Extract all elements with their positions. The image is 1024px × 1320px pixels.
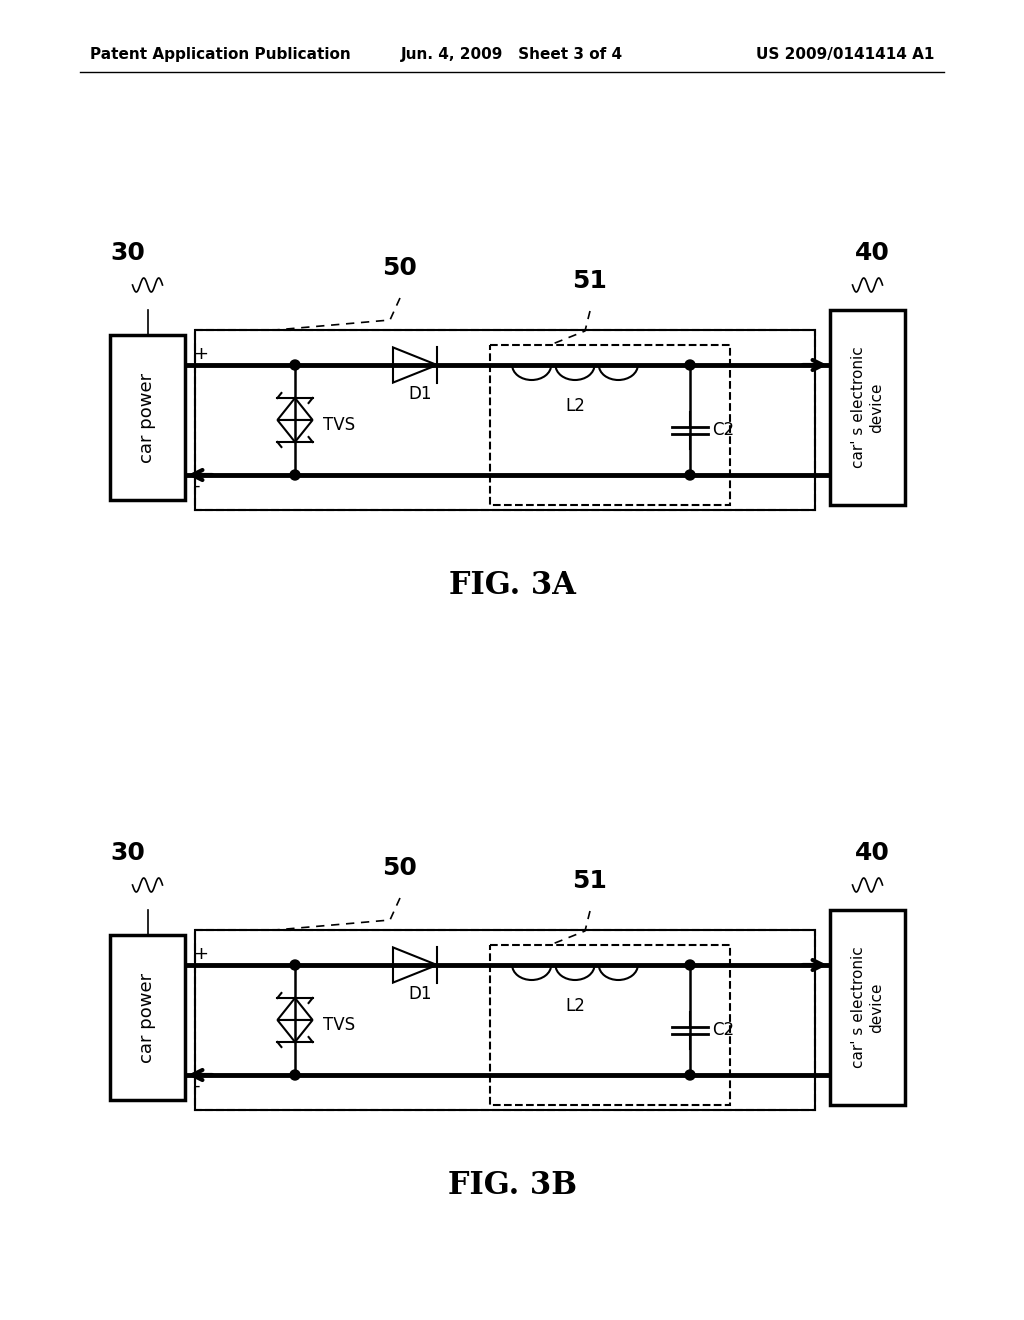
Bar — [830, 909, 905, 1105]
Polygon shape — [393, 347, 437, 383]
Text: TVS: TVS — [323, 416, 355, 434]
Text: 50: 50 — [383, 256, 418, 280]
Polygon shape — [278, 420, 312, 442]
Text: L2: L2 — [565, 997, 585, 1015]
Text: 51: 51 — [572, 269, 607, 293]
Text: car' s electronic
device: car' s electronic device — [851, 946, 884, 1068]
Bar — [110, 935, 185, 1100]
Text: C2: C2 — [712, 1020, 734, 1039]
Text: Jun. 4, 2009   Sheet 3 of 4: Jun. 4, 2009 Sheet 3 of 4 — [401, 48, 623, 62]
Text: car' s electronic
device: car' s electronic device — [851, 347, 884, 469]
Text: 40: 40 — [855, 841, 890, 865]
Text: +: + — [193, 345, 208, 363]
Circle shape — [290, 360, 300, 370]
Text: 40: 40 — [855, 242, 890, 265]
Bar — [830, 310, 905, 506]
Polygon shape — [278, 399, 312, 420]
Text: car power: car power — [138, 372, 157, 462]
Text: +: + — [193, 945, 208, 964]
Text: 30: 30 — [110, 242, 145, 265]
Bar — [195, 931, 815, 1110]
Polygon shape — [278, 1020, 312, 1041]
Bar — [195, 330, 815, 510]
Polygon shape — [278, 998, 312, 1020]
Circle shape — [685, 360, 695, 370]
Text: US 2009/0141414 A1: US 2009/0141414 A1 — [756, 48, 934, 62]
Text: D1: D1 — [409, 385, 432, 403]
Bar — [110, 335, 185, 500]
Text: 30: 30 — [110, 841, 145, 865]
Circle shape — [685, 960, 695, 970]
Text: -: - — [193, 477, 200, 495]
Circle shape — [290, 960, 300, 970]
Circle shape — [685, 470, 695, 480]
Polygon shape — [393, 948, 437, 982]
Text: car power: car power — [138, 973, 157, 1063]
Text: Patent Application Publication: Patent Application Publication — [90, 48, 351, 62]
Circle shape — [290, 470, 300, 480]
Text: FIG. 3A: FIG. 3A — [449, 570, 575, 601]
Text: D1: D1 — [409, 985, 432, 1003]
Text: FIG. 3B: FIG. 3B — [447, 1170, 577, 1201]
Circle shape — [290, 1071, 300, 1080]
Text: L2: L2 — [565, 397, 585, 414]
Text: C2: C2 — [712, 421, 734, 440]
Text: 51: 51 — [572, 869, 607, 894]
Circle shape — [685, 1071, 695, 1080]
Text: -: - — [193, 1077, 200, 1096]
Text: 50: 50 — [383, 855, 418, 880]
Text: TVS: TVS — [323, 1016, 355, 1034]
